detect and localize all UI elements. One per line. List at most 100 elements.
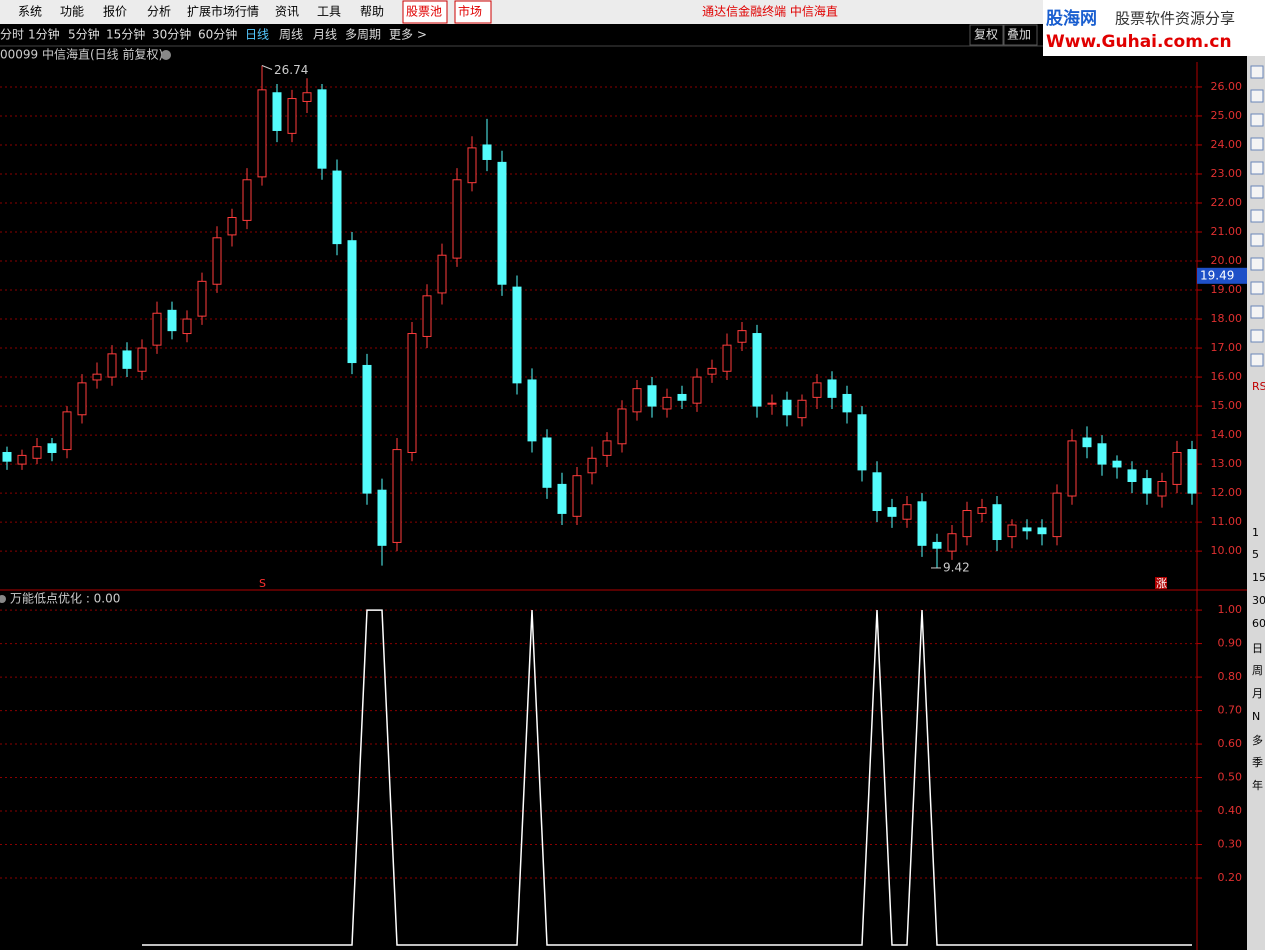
sidebar-icon[interactable] bbox=[1250, 137, 1264, 151]
sidebar-icon[interactable] bbox=[1250, 353, 1264, 367]
candle-body bbox=[947, 533, 957, 552]
candle-body bbox=[932, 541, 942, 549]
menu-item[interactable]: 扩展市场行情 bbox=[187, 4, 259, 19]
y-tick-label: 22.00 bbox=[1211, 196, 1243, 209]
candle-body bbox=[422, 295, 432, 337]
sidebar-icon[interactable] bbox=[1250, 329, 1264, 343]
candle-body bbox=[542, 437, 552, 488]
sidebar-icon[interactable] bbox=[1250, 233, 1264, 247]
toolbar-button[interactable]: 复权 bbox=[974, 28, 998, 42]
candle-body bbox=[317, 89, 327, 169]
candle-body bbox=[242, 179, 252, 221]
toolbar-button-box[interactable] bbox=[1002, 24, 1038, 46]
sidebar-item[interactable]: RS bbox=[1252, 380, 1265, 393]
high-arrow bbox=[261, 65, 273, 70]
sidebar-icon[interactable] bbox=[1250, 305, 1264, 319]
sidebar-item[interactable]: 15 bbox=[1252, 571, 1265, 584]
candle-body bbox=[767, 402, 777, 405]
candle-body bbox=[1097, 443, 1107, 465]
candle-body bbox=[377, 489, 387, 546]
y-tick-label: 21.00 bbox=[1211, 225, 1243, 238]
title-dropdown[interactable] bbox=[161, 50, 171, 60]
candle-body bbox=[497, 161, 507, 285]
period-tab[interactable]: 日线 bbox=[245, 28, 269, 42]
sidebar-item[interactable]: 季 bbox=[1252, 756, 1263, 769]
y-tick-label: 20.00 bbox=[1211, 254, 1243, 267]
y-tick-label: 0.60 bbox=[1218, 737, 1243, 750]
menu-item[interactable]: 功能 bbox=[60, 5, 84, 19]
toolbar-button[interactable]: 叠加 bbox=[1007, 28, 1031, 42]
menu-item[interactable]: 系统 bbox=[18, 5, 42, 19]
candle-body bbox=[272, 92, 282, 131]
sidebar-icon[interactable] bbox=[1250, 89, 1264, 103]
period-tab[interactable]: 1分钟 bbox=[28, 27, 60, 42]
sidebar-icon[interactable] bbox=[1250, 257, 1264, 271]
candle-body bbox=[782, 399, 792, 416]
candle-body bbox=[32, 446, 42, 459]
sidebar-icon[interactable] bbox=[1250, 65, 1264, 79]
candle-body bbox=[1172, 451, 1182, 485]
period-tab[interactable]: 月线 bbox=[313, 28, 337, 42]
candle-body bbox=[1037, 527, 1047, 535]
period-tab[interactable]: 更多 > bbox=[389, 28, 427, 42]
sidebar-icon[interactable] bbox=[1250, 185, 1264, 199]
menu-item[interactable]: 资讯 bbox=[275, 5, 299, 19]
y-tick-label: 12.00 bbox=[1211, 486, 1243, 499]
sidebar-icon[interactable] bbox=[1250, 209, 1264, 223]
sidebar-item[interactable]: 30 bbox=[1252, 594, 1265, 607]
candle-body bbox=[752, 333, 762, 407]
candle-body bbox=[1127, 469, 1137, 482]
sidebar-item[interactable]: 年 bbox=[1252, 778, 1263, 792]
period-tab[interactable]: 60分钟 bbox=[198, 27, 237, 42]
period-tab[interactable]: 30分钟 bbox=[152, 27, 191, 42]
toolbar-button-box[interactable] bbox=[969, 24, 1005, 46]
period-tab[interactable]: 多周期 bbox=[345, 28, 381, 42]
sidebar-item[interactable]: 月 bbox=[1252, 687, 1263, 700]
sidebar-item[interactable]: 多 bbox=[1252, 733, 1263, 747]
menu-item[interactable]: 报价 bbox=[103, 4, 127, 19]
candle-body bbox=[512, 286, 522, 384]
sidebar-icon[interactable] bbox=[1250, 113, 1264, 127]
chart-title: 00099 中信海直(日线 前复权) bbox=[0, 47, 163, 62]
candle-body bbox=[302, 92, 312, 102]
sidebar-icon[interactable] bbox=[1250, 281, 1264, 295]
candle-body bbox=[47, 443, 57, 453]
signal-mark-box bbox=[1155, 577, 1167, 589]
candle-body bbox=[452, 179, 462, 259]
menu-special-box[interactable] bbox=[454, 0, 492, 24]
y-tick-label: 13.00 bbox=[1211, 457, 1243, 470]
y-tick-label: 0.80 bbox=[1218, 670, 1243, 683]
high-label: 26.74 bbox=[274, 63, 308, 77]
indicator-label: 万能低点优化 : 0.00 bbox=[10, 592, 120, 606]
menu-special[interactable]: 市场 bbox=[458, 4, 482, 19]
sidebar-item[interactable]: 60 bbox=[1252, 617, 1265, 630]
last-price: 19.49 bbox=[1200, 268, 1234, 282]
period-tab[interactable]: 15分钟 bbox=[106, 27, 145, 42]
sidebar-item[interactable]: N bbox=[1252, 710, 1260, 723]
candle-body bbox=[77, 382, 87, 416]
period-tab[interactable]: 5分钟 bbox=[68, 27, 100, 42]
sidebar-item[interactable]: 周 bbox=[1252, 664, 1263, 677]
candle-body bbox=[587, 457, 597, 474]
menu-special-box[interactable] bbox=[402, 0, 448, 24]
menu-item[interactable]: 工具 bbox=[317, 5, 341, 19]
period-tab[interactable]: 分时 bbox=[0, 28, 24, 42]
y-tick-label: 0.30 bbox=[1218, 838, 1243, 851]
logo-box bbox=[1043, 0, 1265, 56]
y-tick-label: 25.00 bbox=[1211, 109, 1243, 122]
y-tick-label: 0.70 bbox=[1218, 704, 1243, 717]
sidebar-icon[interactable] bbox=[1250, 161, 1264, 175]
menu-item[interactable]: 帮助 bbox=[360, 5, 384, 19]
candle-body bbox=[797, 399, 807, 419]
menu-item[interactable]: 分析 bbox=[147, 5, 171, 19]
sidebar-item[interactable]: 日 bbox=[1252, 642, 1263, 655]
y-tick-label: 19.00 bbox=[1211, 283, 1243, 296]
candle-body bbox=[617, 408, 627, 445]
y-tick-label: 16.00 bbox=[1211, 370, 1243, 383]
period-tab[interactable]: 周线 bbox=[279, 28, 303, 42]
menu-special[interactable]: 股票池 bbox=[406, 5, 442, 19]
sidebar-item[interactable]: 1 bbox=[1252, 526, 1259, 539]
sidebar-item[interactable]: 5 bbox=[1252, 548, 1259, 561]
y-tick-label: 0.90 bbox=[1218, 637, 1243, 650]
